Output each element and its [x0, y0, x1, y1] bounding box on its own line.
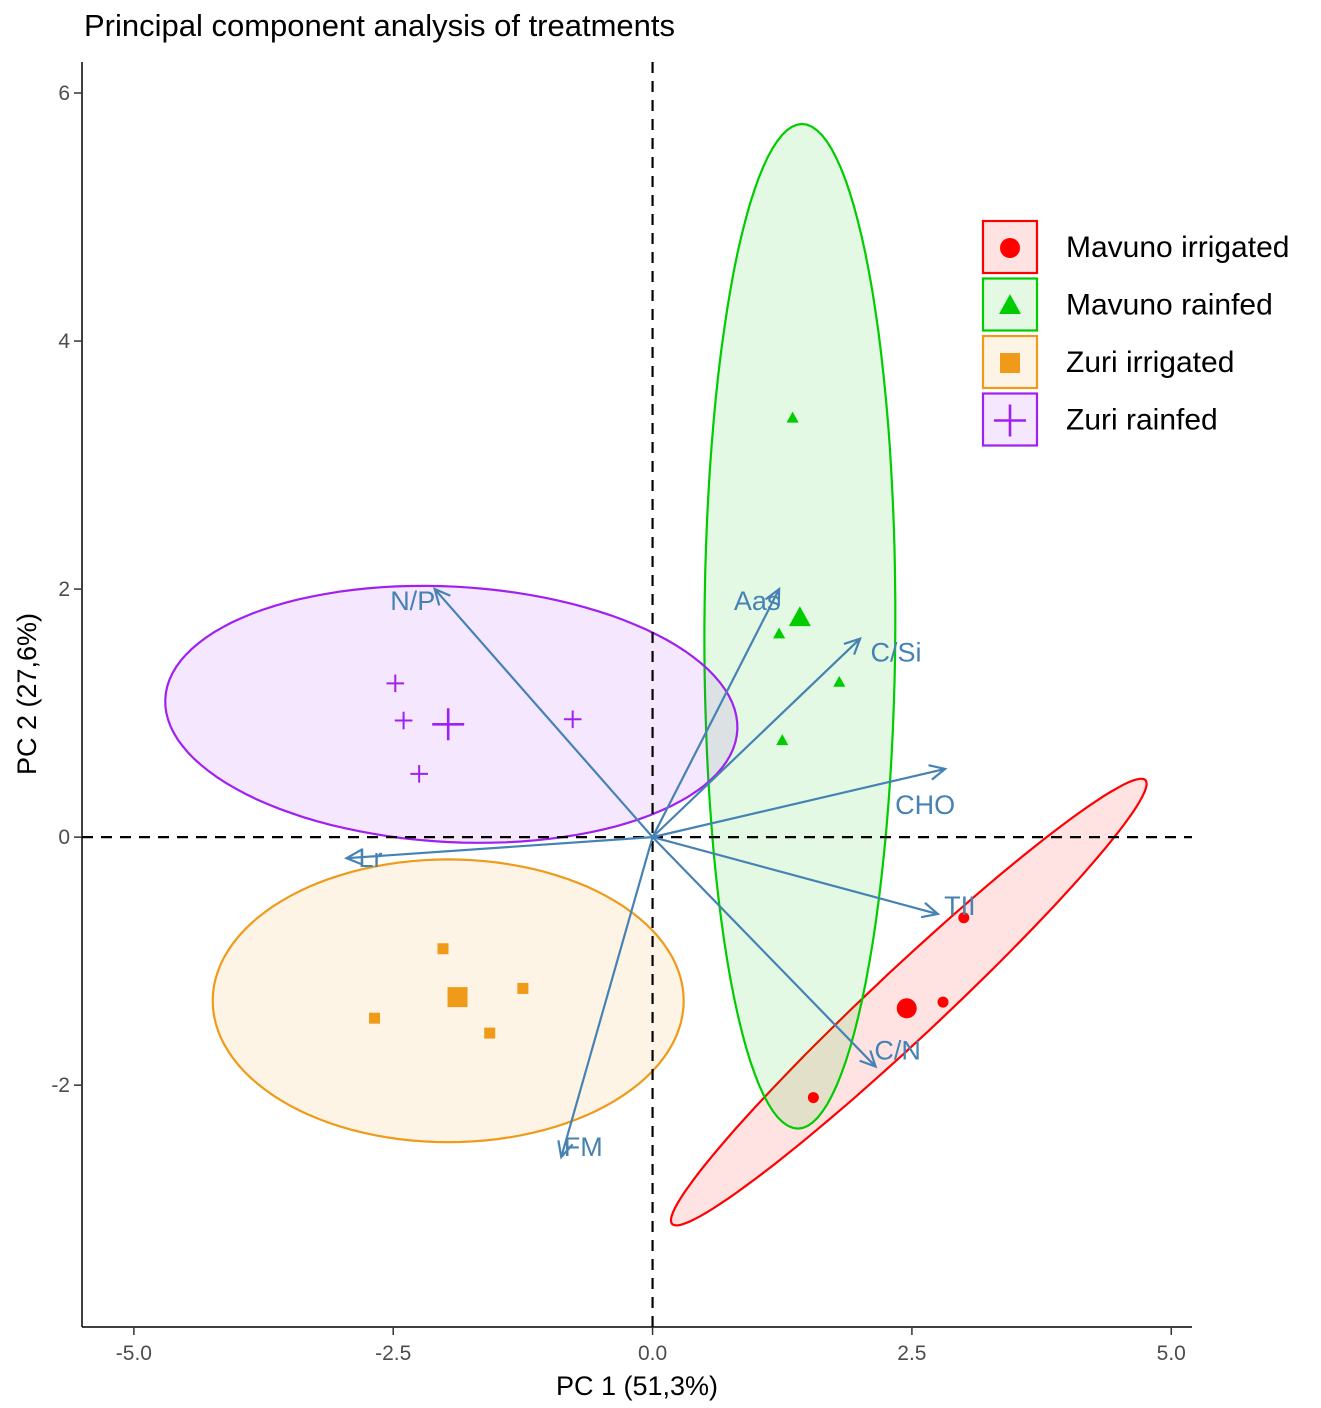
x-tick-label: -2.5	[375, 1342, 411, 1365]
point-zuri-rainfed-2	[394, 711, 413, 730]
loading-label-tii: TII	[944, 891, 976, 921]
legend-label-mavuno-irrigated: Mavuno irrigated	[1066, 231, 1289, 264]
legend-symbol-mavuno-irrigated	[1000, 238, 1020, 258]
loading-arrows	[344, 586, 948, 1160]
loading-arrowhead-tii	[920, 902, 941, 919]
loading-arrow-c-n	[651, 836, 877, 1068]
loading-arrow-tii	[652, 836, 939, 916]
loading-arrow-fm	[560, 836, 654, 1158]
loading-label-cho: CHO	[895, 790, 955, 820]
confidence-ellipses	[164, 122, 1148, 1227]
point-zuri-irrigated-3	[369, 1012, 381, 1024]
loading-arrowhead-aas	[764, 586, 781, 607]
loading-arrowhead-c-si	[843, 636, 862, 656]
legend-item-zuri-rainfed: Zuri rainfed	[981, 392, 1218, 447]
y-tick-label: -2	[51, 1074, 70, 1097]
point-mavuno-rainfed-4	[776, 734, 789, 746]
loading-label-n-p: N/P	[390, 586, 435, 616]
legend-item-zuri-irrigated: Zuri irrigated	[981, 334, 1234, 390]
centroid-zuri-irrigated	[447, 987, 468, 1008]
loading-arrowhead-n-p	[433, 587, 451, 606]
y-axis-ticks: -2 0 2 4 6	[51, 82, 82, 1097]
y-tick-label: 4	[58, 330, 70, 353]
x-axis-ticks: -5.0 -2.5 0.0 2.5 5.0	[116, 1327, 1186, 1365]
loading-arrowhead-c-n	[859, 1050, 878, 1069]
loading-label-fm: FM	[564, 1132, 603, 1162]
chart-title: Principal component analysis of treatmen…	[84, 8, 675, 43]
data-points	[369, 411, 970, 1104]
point-zuri-rainfed-1	[386, 674, 405, 693]
y-tick-label: 6	[58, 82, 70, 105]
loading-arrowhead-cho	[928, 764, 948, 781]
loading-arrow-aas	[651, 588, 781, 838]
x-tick-label: -5.0	[116, 1342, 152, 1365]
point-mavuno-rainfed-2	[773, 627, 786, 639]
centroid-mavuno-rainfed	[788, 606, 811, 627]
legend-item-mavuno-irrigated: Mavuno irrigated	[981, 219, 1289, 275]
loading-label-lr: Lr	[359, 843, 383, 873]
point-mavuno-rainfed-3	[833, 675, 846, 687]
loading-arrowhead-fm	[557, 1140, 574, 1160]
point-zuri-irrigated-4	[484, 1027, 496, 1039]
ellipse-zuri-rainfed	[164, 584, 739, 844]
centroid-mavuno-irrigated	[896, 998, 917, 1019]
loading-label-c-si: C/Si	[871, 638, 922, 668]
loading-arrowhead-lr	[344, 848, 363, 866]
point-mavuno-irrigated-3	[807, 1092, 819, 1104]
point-zuri-rainfed-3	[563, 710, 582, 729]
loading-arrow-cho	[652, 767, 946, 839]
point-zuri-irrigated-1	[437, 943, 449, 955]
loading-arrow-n-p	[433, 588, 654, 838]
ellipse-mavuno-rainfed	[703, 122, 897, 1130]
loading-label-aas: Aas	[734, 586, 781, 616]
loading-label-c-n: C/N	[874, 1036, 921, 1066]
point-zuri-irrigated-2	[517, 982, 529, 994]
legend-item-mavuno-rainfed: Mavuno rainfed	[981, 277, 1273, 332]
point-zuri-rainfed-4	[410, 765, 428, 783]
loading-labels: N/P Aas C/Si CHO Lr TII C/N FM	[359, 586, 976, 1162]
y-tick-label: 0	[58, 826, 70, 849]
legend-label-zuri-irrigated: Zuri irrigated	[1066, 346, 1234, 379]
point-mavuno-irrigated-1	[958, 912, 970, 924]
axes	[81, 62, 1192, 1328]
centroid-zuri-rainfed	[432, 708, 465, 741]
x-tick-label: 0.0	[638, 1342, 667, 1365]
legend-key-mavuno-irrigated	[981, 219, 1039, 275]
loading-arrow-c-si	[651, 637, 861, 838]
x-axis-title: PC 1 (51,3%)	[556, 1371, 718, 1401]
loading-arrow-lr	[346, 836, 653, 860]
point-mavuno-irrigated-2	[937, 996, 949, 1008]
legend-symbol-zuri-rainfed	[994, 404, 1026, 437]
y-axis-title: PC 2 (27,6%)	[12, 613, 42, 775]
x-tick-label: 5.0	[1157, 1342, 1186, 1365]
x-tick-label: 2.5	[897, 1342, 926, 1365]
legend-label-zuri-rainfed: Zuri rainfed	[1066, 404, 1218, 437]
legend-symbol-zuri-irrigated	[1000, 353, 1020, 373]
legend-label-mavuno-rainfed: Mavuno rainfed	[1066, 289, 1273, 322]
y-tick-label: 2	[58, 578, 70, 601]
legend-symbol-mavuno-rainfed	[999, 294, 1021, 315]
point-mavuno-rainfed-1	[786, 411, 799, 423]
legend: Mavuno irrigated Mavuno rainfed Zuri irrig…	[981, 219, 1289, 447]
legend-key-mavuno-rainfed	[981, 277, 1039, 332]
